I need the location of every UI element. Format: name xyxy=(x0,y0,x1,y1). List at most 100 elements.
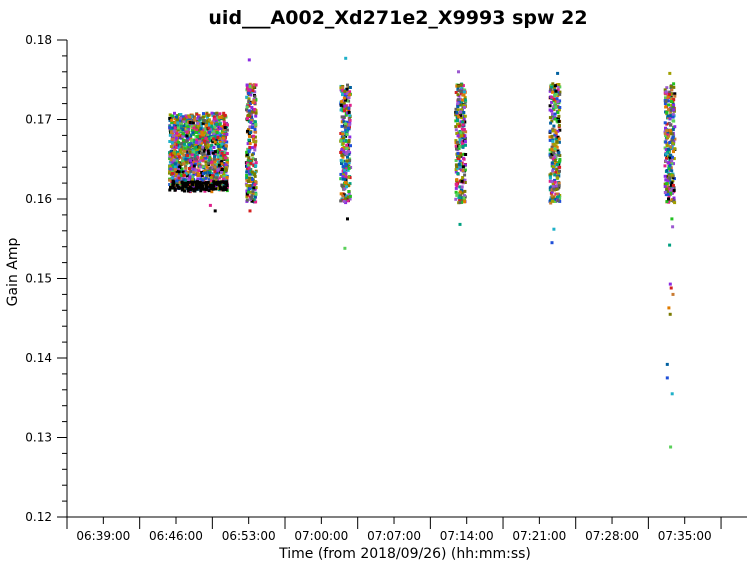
data-point xyxy=(343,109,346,113)
data-point xyxy=(552,165,556,169)
data-point xyxy=(212,132,216,136)
data-point xyxy=(556,199,560,203)
data-point xyxy=(214,178,218,182)
data-point xyxy=(464,153,468,156)
data-point xyxy=(215,119,219,123)
data-point xyxy=(548,108,552,112)
data-point xyxy=(250,153,254,157)
data-point xyxy=(664,90,668,94)
data-point xyxy=(188,175,192,179)
data-point xyxy=(213,117,217,121)
data-point xyxy=(175,165,179,169)
x-tick-label: 06:39:00 xyxy=(76,529,130,543)
data-point xyxy=(558,99,562,103)
data-point xyxy=(180,188,184,192)
data-point xyxy=(549,155,553,159)
data-point xyxy=(248,142,252,145)
data-point xyxy=(673,125,677,129)
y-tick-label: 0.18 xyxy=(25,33,52,47)
data-point xyxy=(248,176,252,180)
data-point xyxy=(461,142,464,146)
data-point xyxy=(669,114,673,118)
data-point xyxy=(222,119,226,123)
data-point xyxy=(459,90,463,93)
data-point xyxy=(339,158,343,162)
data-point xyxy=(173,121,177,125)
data-point xyxy=(341,88,345,92)
data-point xyxy=(208,145,212,149)
data-point xyxy=(667,103,670,107)
data-point xyxy=(340,100,344,104)
data-point xyxy=(558,90,562,94)
data-point xyxy=(464,130,468,134)
data-point xyxy=(339,151,343,154)
outlier-point xyxy=(665,376,669,380)
data-point xyxy=(461,144,465,148)
data-point xyxy=(458,103,462,107)
data-point xyxy=(245,195,249,199)
data-point xyxy=(549,88,553,92)
data-point xyxy=(203,131,207,135)
data-point xyxy=(555,117,559,121)
data-point xyxy=(349,144,352,148)
data-point xyxy=(174,146,178,149)
data-point xyxy=(225,128,229,132)
data-point xyxy=(213,160,217,164)
data-point xyxy=(665,144,669,147)
data-point xyxy=(548,186,552,190)
data-point xyxy=(206,113,210,117)
data-point xyxy=(216,160,220,164)
data-point xyxy=(248,147,252,151)
data-point xyxy=(172,151,176,155)
data-point xyxy=(454,144,458,148)
data-point xyxy=(205,186,209,190)
data-point xyxy=(671,119,675,123)
data-point xyxy=(457,124,461,128)
data-point xyxy=(168,188,172,192)
data-point xyxy=(198,143,202,147)
data-point xyxy=(250,113,254,116)
data-point xyxy=(550,119,554,123)
data-point xyxy=(177,170,181,174)
data-point xyxy=(219,156,223,160)
data-point xyxy=(176,152,180,156)
data-point xyxy=(209,187,213,191)
data-point xyxy=(190,187,194,191)
data-point xyxy=(555,192,559,196)
data-point xyxy=(461,165,465,169)
data-point xyxy=(196,155,200,159)
data-point xyxy=(671,143,674,147)
data-point xyxy=(464,143,467,147)
y-tick-label: 0.16 xyxy=(25,192,52,206)
data-point xyxy=(177,140,181,144)
data-point xyxy=(344,162,348,166)
data-point xyxy=(454,119,458,123)
data-point xyxy=(251,89,255,93)
data-point xyxy=(207,151,211,155)
data-point xyxy=(664,96,667,100)
data-point xyxy=(552,159,555,163)
data-point xyxy=(345,133,349,136)
data-point xyxy=(225,132,229,136)
data-point xyxy=(247,109,251,113)
data-point xyxy=(664,134,668,137)
data-point xyxy=(246,87,250,91)
data-point xyxy=(220,154,224,158)
data-point xyxy=(179,129,183,133)
data-point xyxy=(203,147,207,151)
data-point xyxy=(187,155,191,159)
data-point xyxy=(187,123,191,126)
data-point xyxy=(179,113,183,116)
data-point xyxy=(343,95,347,98)
data-point xyxy=(671,128,675,131)
data-point xyxy=(218,137,221,141)
data-point xyxy=(190,129,194,132)
data-point xyxy=(551,89,555,93)
data-point xyxy=(348,159,352,163)
data-point xyxy=(557,83,561,86)
data-point xyxy=(170,141,174,145)
data-point xyxy=(200,174,204,178)
data-point xyxy=(673,147,677,151)
data-point xyxy=(347,108,351,112)
data-point xyxy=(554,105,558,109)
